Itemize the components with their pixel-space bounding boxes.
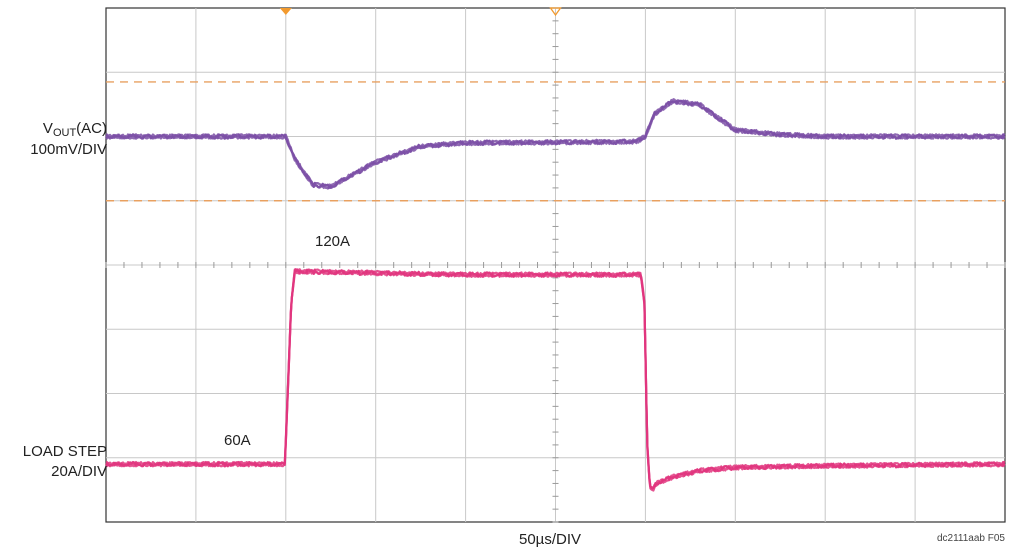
vout-scale-label: 100mV/DIV (30, 141, 107, 158)
trigger-markers (279, 7, 562, 17)
center-axis-ticks (105, 7, 1006, 523)
load-step-label: LOAD STEP (22, 443, 107, 460)
vout-trace (105, 99, 1006, 189)
load-step-scale-label: 20A/DIV (51, 463, 107, 480)
load-step-trace (105, 268, 1006, 490)
trigger-marker-filled (279, 8, 292, 15)
vout-label-sub: OUT (52, 127, 77, 139)
time-scale-label: 50µs/DIV (519, 531, 581, 548)
trigger-marker-outline (549, 7, 562, 17)
traces (105, 98, 1006, 492)
figure-id-label: dc2111aab F05 (936, 533, 1005, 544)
vout-channel-label: VOUT(AC) (43, 120, 107, 142)
reference-lines (106, 81, 1005, 202)
annotation-60a: 60A (224, 432, 251, 449)
vout-label-main: V (42, 120, 53, 137)
annotation-120a: 120A (315, 233, 351, 250)
vout-label-tail: (AC) (76, 120, 107, 137)
